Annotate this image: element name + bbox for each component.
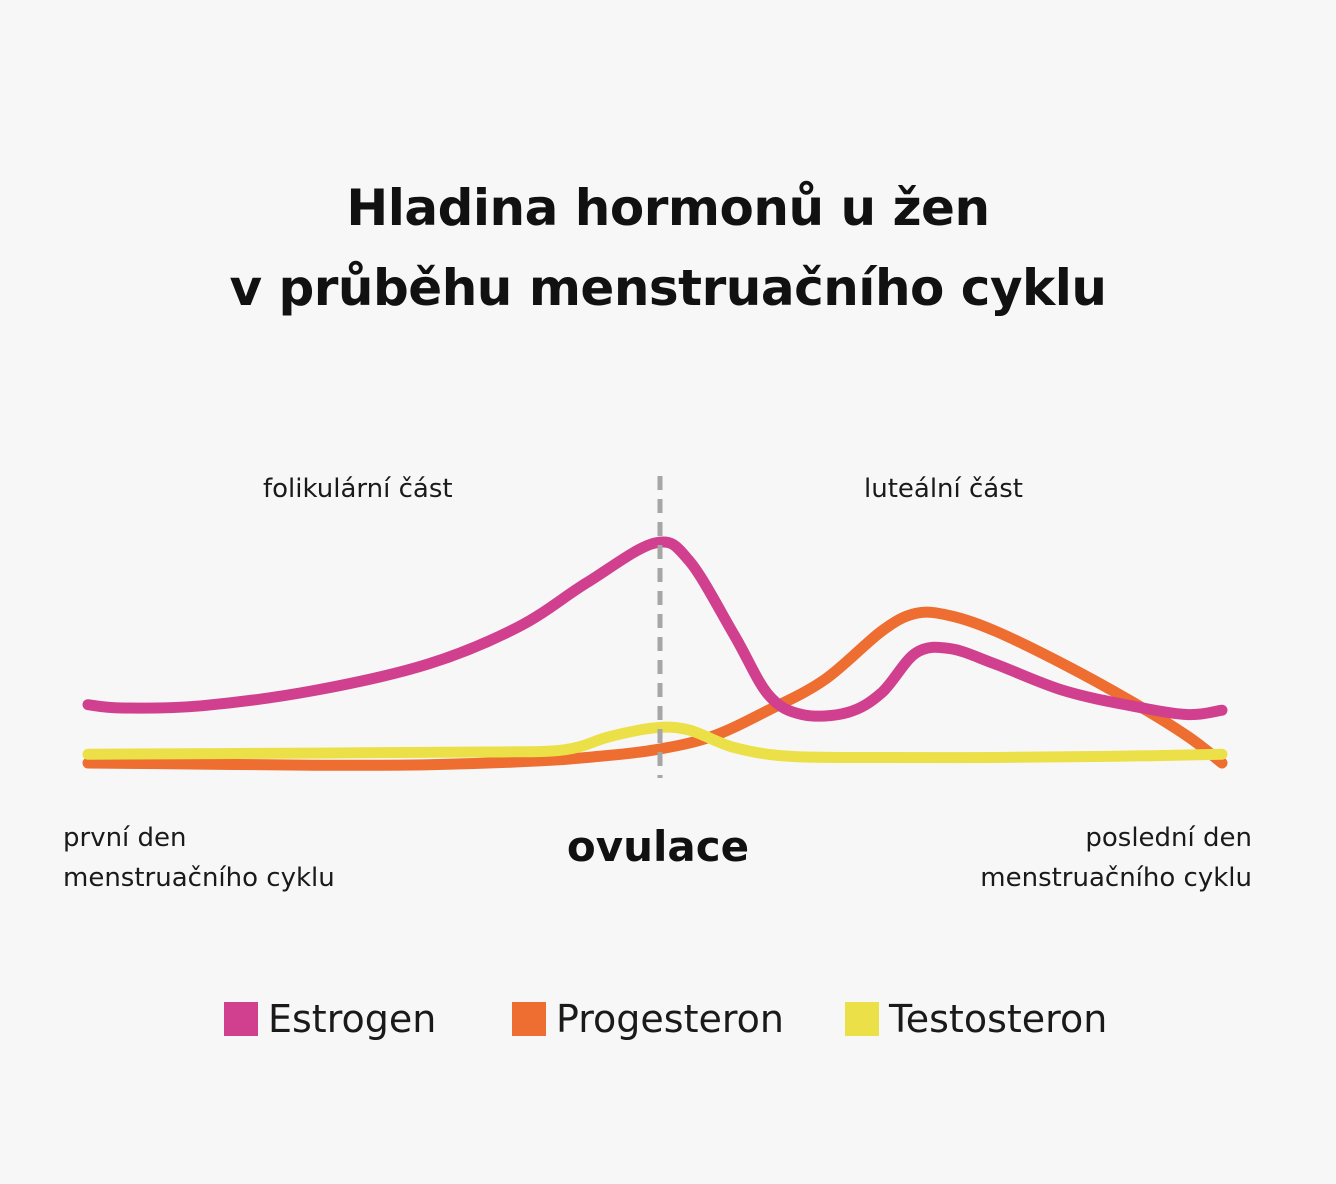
ovulation-label: ovulace bbox=[566, 822, 750, 871]
legend-swatch-progesteron bbox=[512, 1002, 546, 1036]
last-day-label: poslední den menstruačního cyklu bbox=[980, 818, 1252, 898]
first-day-label-line-2: menstruačního cyklu bbox=[63, 863, 335, 893]
legend-label-progesteron: Progesteron bbox=[556, 997, 784, 1041]
last-day-label-line-1: poslední den bbox=[1085, 823, 1252, 853]
last-day-label-line-2: menstruačního cyklu bbox=[980, 863, 1252, 893]
series-line-progesteron bbox=[82, 606, 1228, 771]
luteal-phase-label: luteální část bbox=[864, 474, 1023, 504]
legend-item-estrogen: Estrogen bbox=[224, 994, 436, 1044]
legend-item-progesteron: Progesteron bbox=[512, 994, 784, 1044]
follicular-phase-label: folikulární část bbox=[263, 474, 453, 504]
legend-label-testosteron: Testosteron bbox=[889, 997, 1108, 1041]
legend-item-testosteron: Testosteron bbox=[845, 994, 1107, 1044]
series-line-estrogen bbox=[82, 536, 1228, 722]
chart-title: Hladina hormonů u žen v průběhu menstrua… bbox=[0, 168, 1336, 328]
legend-label-estrogen: Estrogen bbox=[268, 997, 437, 1041]
first-day-label: první den menstruačního cyklu bbox=[63, 818, 335, 898]
chart-title-line-2: v průběhu menstruačního cyklu bbox=[229, 259, 1107, 317]
legend-swatch-testosteron bbox=[845, 1002, 879, 1036]
legend-swatch-estrogen bbox=[224, 1002, 258, 1036]
first-day-label-line-1: první den bbox=[63, 823, 187, 853]
chart-legend: Estrogen Progesteron Testosteron bbox=[0, 994, 1336, 1044]
chart-title-line-1: Hladina hormonů u žen bbox=[346, 179, 990, 237]
series-line-testosteron bbox=[82, 721, 1228, 764]
